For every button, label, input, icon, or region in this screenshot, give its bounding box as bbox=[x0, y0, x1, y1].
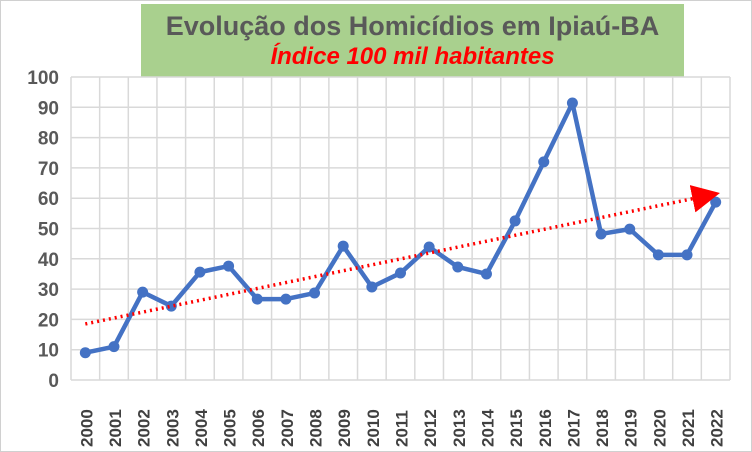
y-tick-label: 0 bbox=[48, 371, 59, 392]
data-point bbox=[108, 341, 120, 353]
data-point bbox=[538, 156, 550, 168]
x-tick-label: 2021 bbox=[679, 409, 698, 447]
data-point bbox=[395, 267, 406, 279]
y-tick-label: 60 bbox=[38, 189, 59, 210]
x-tick-label: 2009 bbox=[335, 409, 354, 447]
x-tick-label: 2020 bbox=[650, 409, 669, 447]
y-tick-label: 40 bbox=[38, 250, 59, 271]
x-tick-label: 2008 bbox=[307, 409, 326, 447]
x-tick-label: 2003 bbox=[163, 409, 182, 447]
data-point bbox=[566, 97, 578, 109]
x-tick-label: 2001 bbox=[106, 409, 125, 447]
y-tick-label: 100 bbox=[27, 68, 59, 89]
data-point bbox=[509, 215, 521, 227]
data-point bbox=[624, 223, 636, 235]
x-tick-label: 2011 bbox=[393, 410, 412, 447]
y-tick-label: 90 bbox=[38, 98, 59, 119]
data-point bbox=[681, 249, 693, 261]
y-tick-label: 70 bbox=[38, 159, 59, 180]
x-tick-label: 2006 bbox=[249, 409, 268, 447]
data-point bbox=[337, 240, 349, 252]
x-tick-label: 2014 bbox=[478, 409, 497, 447]
data-point bbox=[137, 286, 149, 298]
x-tick-label: 2000 bbox=[77, 409, 96, 447]
title-box: Evolução dos Homicídios em Ipiaú-BA Índi… bbox=[141, 4, 684, 77]
x-tick-label: 2004 bbox=[192, 409, 211, 447]
y-tick-label: 80 bbox=[38, 129, 59, 150]
data-point bbox=[423, 241, 435, 253]
data-point bbox=[251, 293, 263, 305]
x-tick-label: 2002 bbox=[135, 409, 154, 447]
x-tick-label: 2022 bbox=[708, 409, 727, 447]
data-point bbox=[452, 261, 464, 273]
data-point bbox=[652, 249, 664, 261]
x-tick-label: 2017 bbox=[564, 409, 583, 447]
x-tick-label: 2007 bbox=[278, 409, 297, 447]
y-tick-label: 20 bbox=[38, 310, 59, 331]
x-tick-label: 2015 bbox=[507, 409, 526, 447]
x-tick-label: 2019 bbox=[622, 409, 641, 447]
chart-subtitle: Índice 100 mil habitantes bbox=[270, 43, 555, 70]
x-tick-label: 2012 bbox=[421, 409, 440, 447]
data-point bbox=[280, 293, 292, 305]
x-tick-label: 2018 bbox=[593, 409, 612, 447]
trend-line bbox=[84, 184, 720, 326]
data-point bbox=[223, 260, 235, 272]
y-tick-label: 10 bbox=[38, 341, 59, 362]
y-tick-label: 30 bbox=[38, 280, 59, 301]
data-point bbox=[194, 266, 206, 278]
data-point bbox=[165, 300, 177, 312]
data-point bbox=[366, 281, 378, 293]
y-tick-label: 50 bbox=[38, 220, 59, 241]
chart-title: Evolução dos Homicídios em Ipiaú-BA bbox=[165, 11, 660, 41]
x-tick-label: 2013 bbox=[450, 409, 469, 447]
data-point bbox=[595, 228, 607, 240]
data-point bbox=[710, 196, 722, 208]
x-tick-label: 2005 bbox=[221, 409, 240, 447]
x-tick-label: 2010 bbox=[364, 409, 383, 447]
data-point bbox=[79, 347, 91, 359]
data-point bbox=[309, 287, 321, 299]
x-tick-label: 2016 bbox=[536, 409, 555, 447]
data-point bbox=[480, 268, 492, 280]
